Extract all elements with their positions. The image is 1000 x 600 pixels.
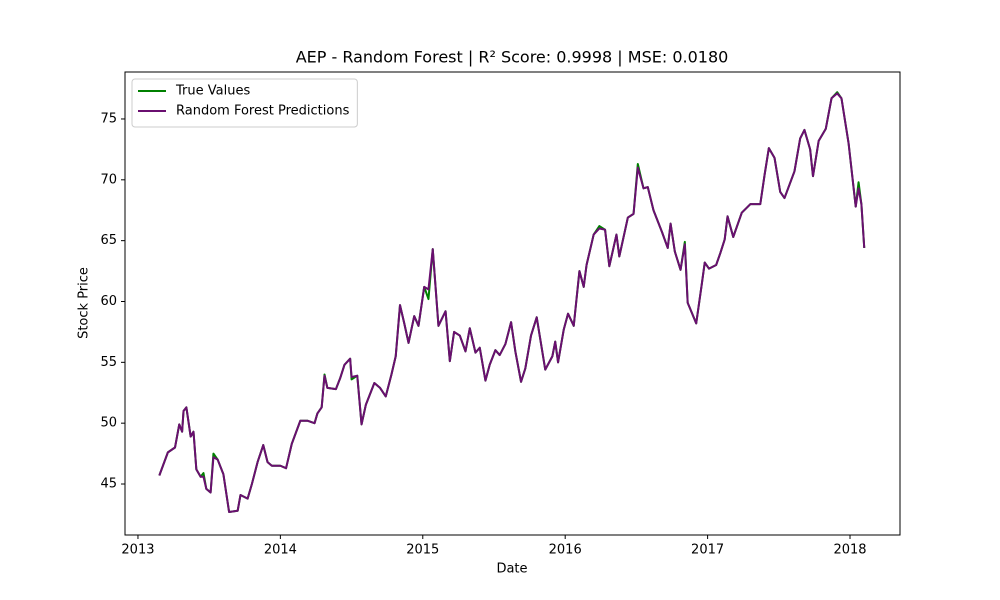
legend-label: True Values: [175, 84, 250, 99]
y-tick-label: 65: [100, 233, 117, 248]
legend: True Values Random Forest Predictions: [131, 78, 358, 128]
y-tick-label: 75: [100, 111, 117, 126]
y-tick-label: 70: [100, 172, 117, 187]
x-axis-label: Date: [496, 562, 527, 577]
y-tick-label: 50: [100, 416, 117, 431]
x-tick-label: 2018: [833, 543, 866, 558]
legend-box: [131, 78, 358, 128]
plot-frame: [124, 71, 901, 536]
x-tick-label: 2017: [691, 543, 724, 558]
x-tick-label: 2013: [121, 543, 154, 558]
y-tick-label: 55: [100, 355, 117, 370]
y-tick-label: 45: [100, 477, 117, 492]
x-tick-label: 2016: [549, 543, 582, 558]
x-tick-label: 2015: [406, 543, 439, 558]
chart-title: AEP - Random Forest | R² Score: 0.9998 |…: [296, 48, 729, 67]
line-series: [158, 92, 866, 513]
y-tick-label: 60: [100, 294, 117, 309]
x-tick-label: 2014: [264, 543, 297, 558]
legend-label: Random Forest Predictions: [176, 104, 350, 119]
y-axis-label: Stock Price: [77, 267, 92, 339]
